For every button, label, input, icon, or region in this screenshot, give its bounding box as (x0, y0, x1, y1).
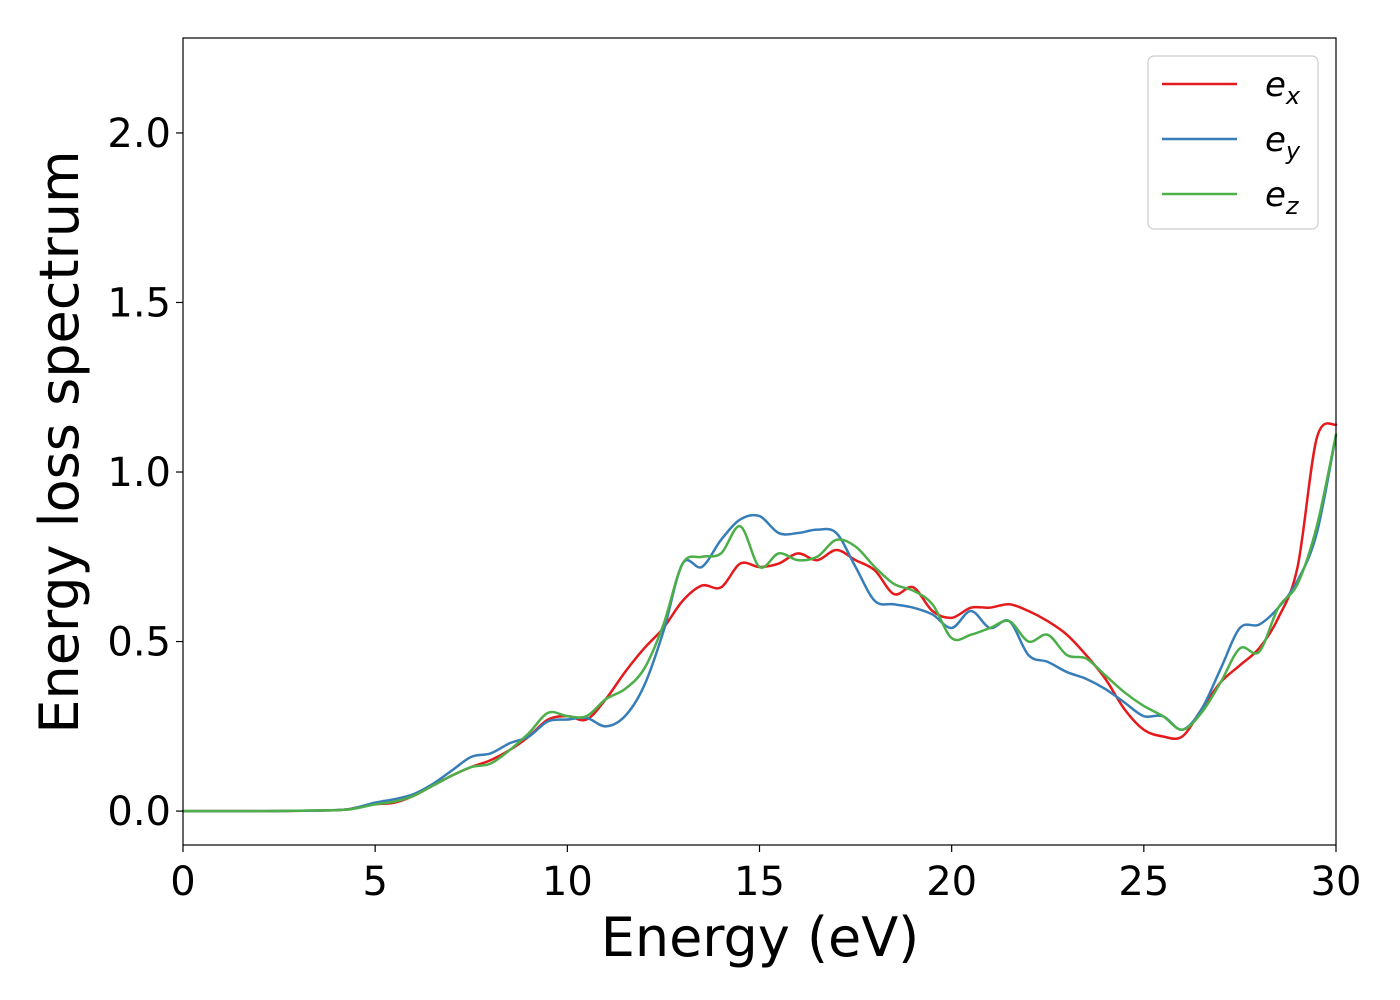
y-tick-label: 2.0 (107, 111, 171, 157)
x-tick-label: 5 (362, 859, 387, 905)
y-tick-label: 1.0 (107, 450, 171, 496)
x-tick-label: 30 (1311, 859, 1362, 905)
y-tick-label: 0.5 (107, 620, 171, 666)
x-tick-label: 25 (1118, 859, 1169, 905)
y-axis-label: Energy loss spectrum (28, 150, 91, 733)
x-axis-label: Energy (eV) (601, 906, 920, 969)
y-tick-label: 1.5 (107, 280, 171, 326)
series-line-ez (181, 433, 1338, 813)
legend-subscript: y (1285, 137, 1301, 165)
legend-subscript: x (1285, 82, 1301, 110)
y-tick-label: 0.0 (107, 789, 171, 835)
legend-subscript: z (1285, 192, 1300, 220)
y-axis: 0.0 0.5 1.0 1.5 2.0 (107, 111, 183, 835)
legend-label: ex (1265, 65, 1301, 110)
x-tick-label: 0 (170, 859, 195, 905)
x-tick-label: 20 (926, 859, 977, 905)
legend-label: ey (1265, 120, 1301, 165)
x-axis: 0 5 10 15 20 25 30 (170, 845, 1361, 905)
x-tick-label: 15 (734, 859, 785, 905)
x-tick-label: 10 (542, 859, 593, 905)
legend-box (1147, 55, 1319, 230)
series-layer (181, 422, 1338, 813)
